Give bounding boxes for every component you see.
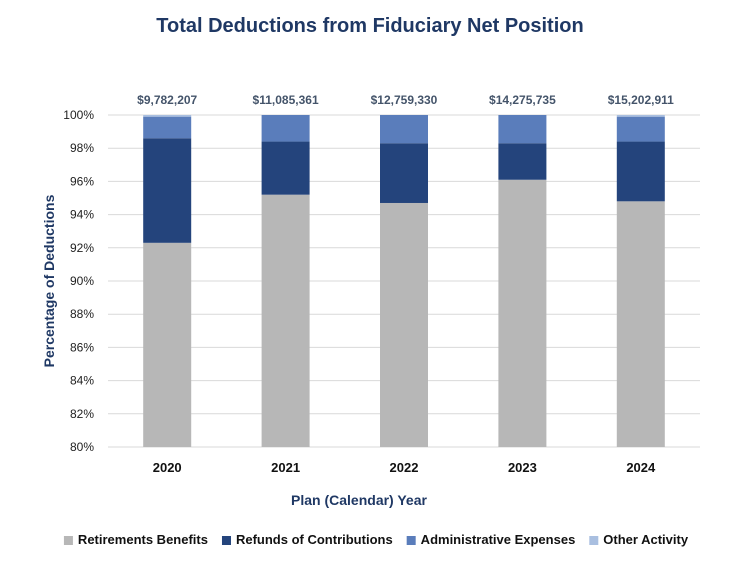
- y-tick-label: 90%: [70, 274, 94, 288]
- bar-segment-refunds-of-contributions: [143, 138, 192, 243]
- y-tick-label: 94%: [70, 208, 94, 222]
- y-tick-label: 98%: [70, 141, 94, 155]
- legend-label: Refunds of Contributions: [236, 532, 393, 547]
- y-tick-label: 100%: [63, 108, 94, 122]
- x-tick-label: 2024: [626, 460, 656, 475]
- bar-segment-administrative-expenses: [380, 115, 428, 144]
- bar-segment-refunds-of-contributions: [616, 141, 665, 202]
- bar-segment-administrative-expenses: [616, 116, 665, 142]
- bar-segment-administrative-expenses: [143, 116, 192, 139]
- bar-total-label: $14,275,735: [489, 93, 556, 107]
- legend-label: Other Activity: [603, 532, 689, 547]
- bar-segment-refunds-of-contributions: [380, 143, 428, 203]
- legend-item: Administrative Expenses: [406, 532, 576, 547]
- bar-total-label: $11,085,361: [253, 93, 319, 107]
- bar-segment-retirements-benefits: [616, 201, 665, 447]
- bar-total-label: $15,202,911: [608, 93, 674, 107]
- y-tick-label: 92%: [70, 241, 94, 255]
- y-tick-label: 88%: [70, 307, 94, 321]
- y-tick-label: 96%: [70, 174, 94, 188]
- bar-segment-retirements-benefits: [143, 242, 192, 447]
- bars: [143, 115, 665, 448]
- legend-swatch: [221, 536, 231, 545]
- bar-totals: $9,782,207 $11,085,361 $12,759,330 $14,275,…: [137, 93, 674, 107]
- bar-segment-retirements-benefits: [498, 179, 547, 448]
- legend-item: Other Activity: [589, 532, 689, 547]
- bar-segment-refunds-of-contributions: [498, 143, 547, 180]
- bar-segment-other-activity: [143, 115, 192, 117]
- x-tick-label: 2020: [153, 460, 182, 475]
- bar-segment-retirements-benefits: [261, 194, 310, 447]
- legend-swatch: [406, 536, 416, 545]
- y-tick-label: 82%: [70, 407, 94, 421]
- bar-segment-refunds-of-contributions: [261, 141, 310, 195]
- x-tick-label: 2022: [390, 460, 419, 475]
- legend-item: Retirements Benefits: [63, 532, 208, 547]
- legend: Retirements Benefits Refunds of Contribut…: [63, 532, 689, 547]
- y-tick-label: 86%: [70, 340, 94, 354]
- legend-swatch: [63, 536, 73, 545]
- legend-swatch: [589, 536, 599, 545]
- x-axis-ticks: 2020 2021 2022 2023 2024: [153, 460, 656, 475]
- x-axis-title: Plan (Calendar) Year: [291, 492, 427, 508]
- legend-label: Retirements Benefits: [78, 532, 208, 547]
- bar-total-label: $9,782,207: [137, 93, 197, 107]
- bar-segment-other-activity: [616, 115, 665, 117]
- bar-total-label: $12,759,330: [371, 93, 438, 107]
- x-tick-label: 2021: [271, 460, 300, 475]
- chart-title: Total Deductions from Fiduciary Net Posi…: [156, 15, 583, 37]
- legend-item: Refunds of Contributions: [221, 532, 393, 547]
- bar-segment-administrative-expenses: [498, 115, 547, 144]
- y-tick-label: 84%: [70, 374, 94, 388]
- x-tick-label: 2023: [508, 460, 537, 475]
- legend-label: Administrative Expenses: [421, 532, 576, 547]
- y-tick-label: 80%: [70, 440, 94, 454]
- y-axis-title: Percentage of Deductions: [41, 194, 57, 367]
- bar-segment-administrative-expenses: [261, 115, 310, 142]
- bar-segment-retirements-benefits: [380, 202, 428, 447]
- y-axis-ticks: 80% 82% 84% 86% 88% 90% 92% 94% 96% 98% 100%: [63, 108, 94, 454]
